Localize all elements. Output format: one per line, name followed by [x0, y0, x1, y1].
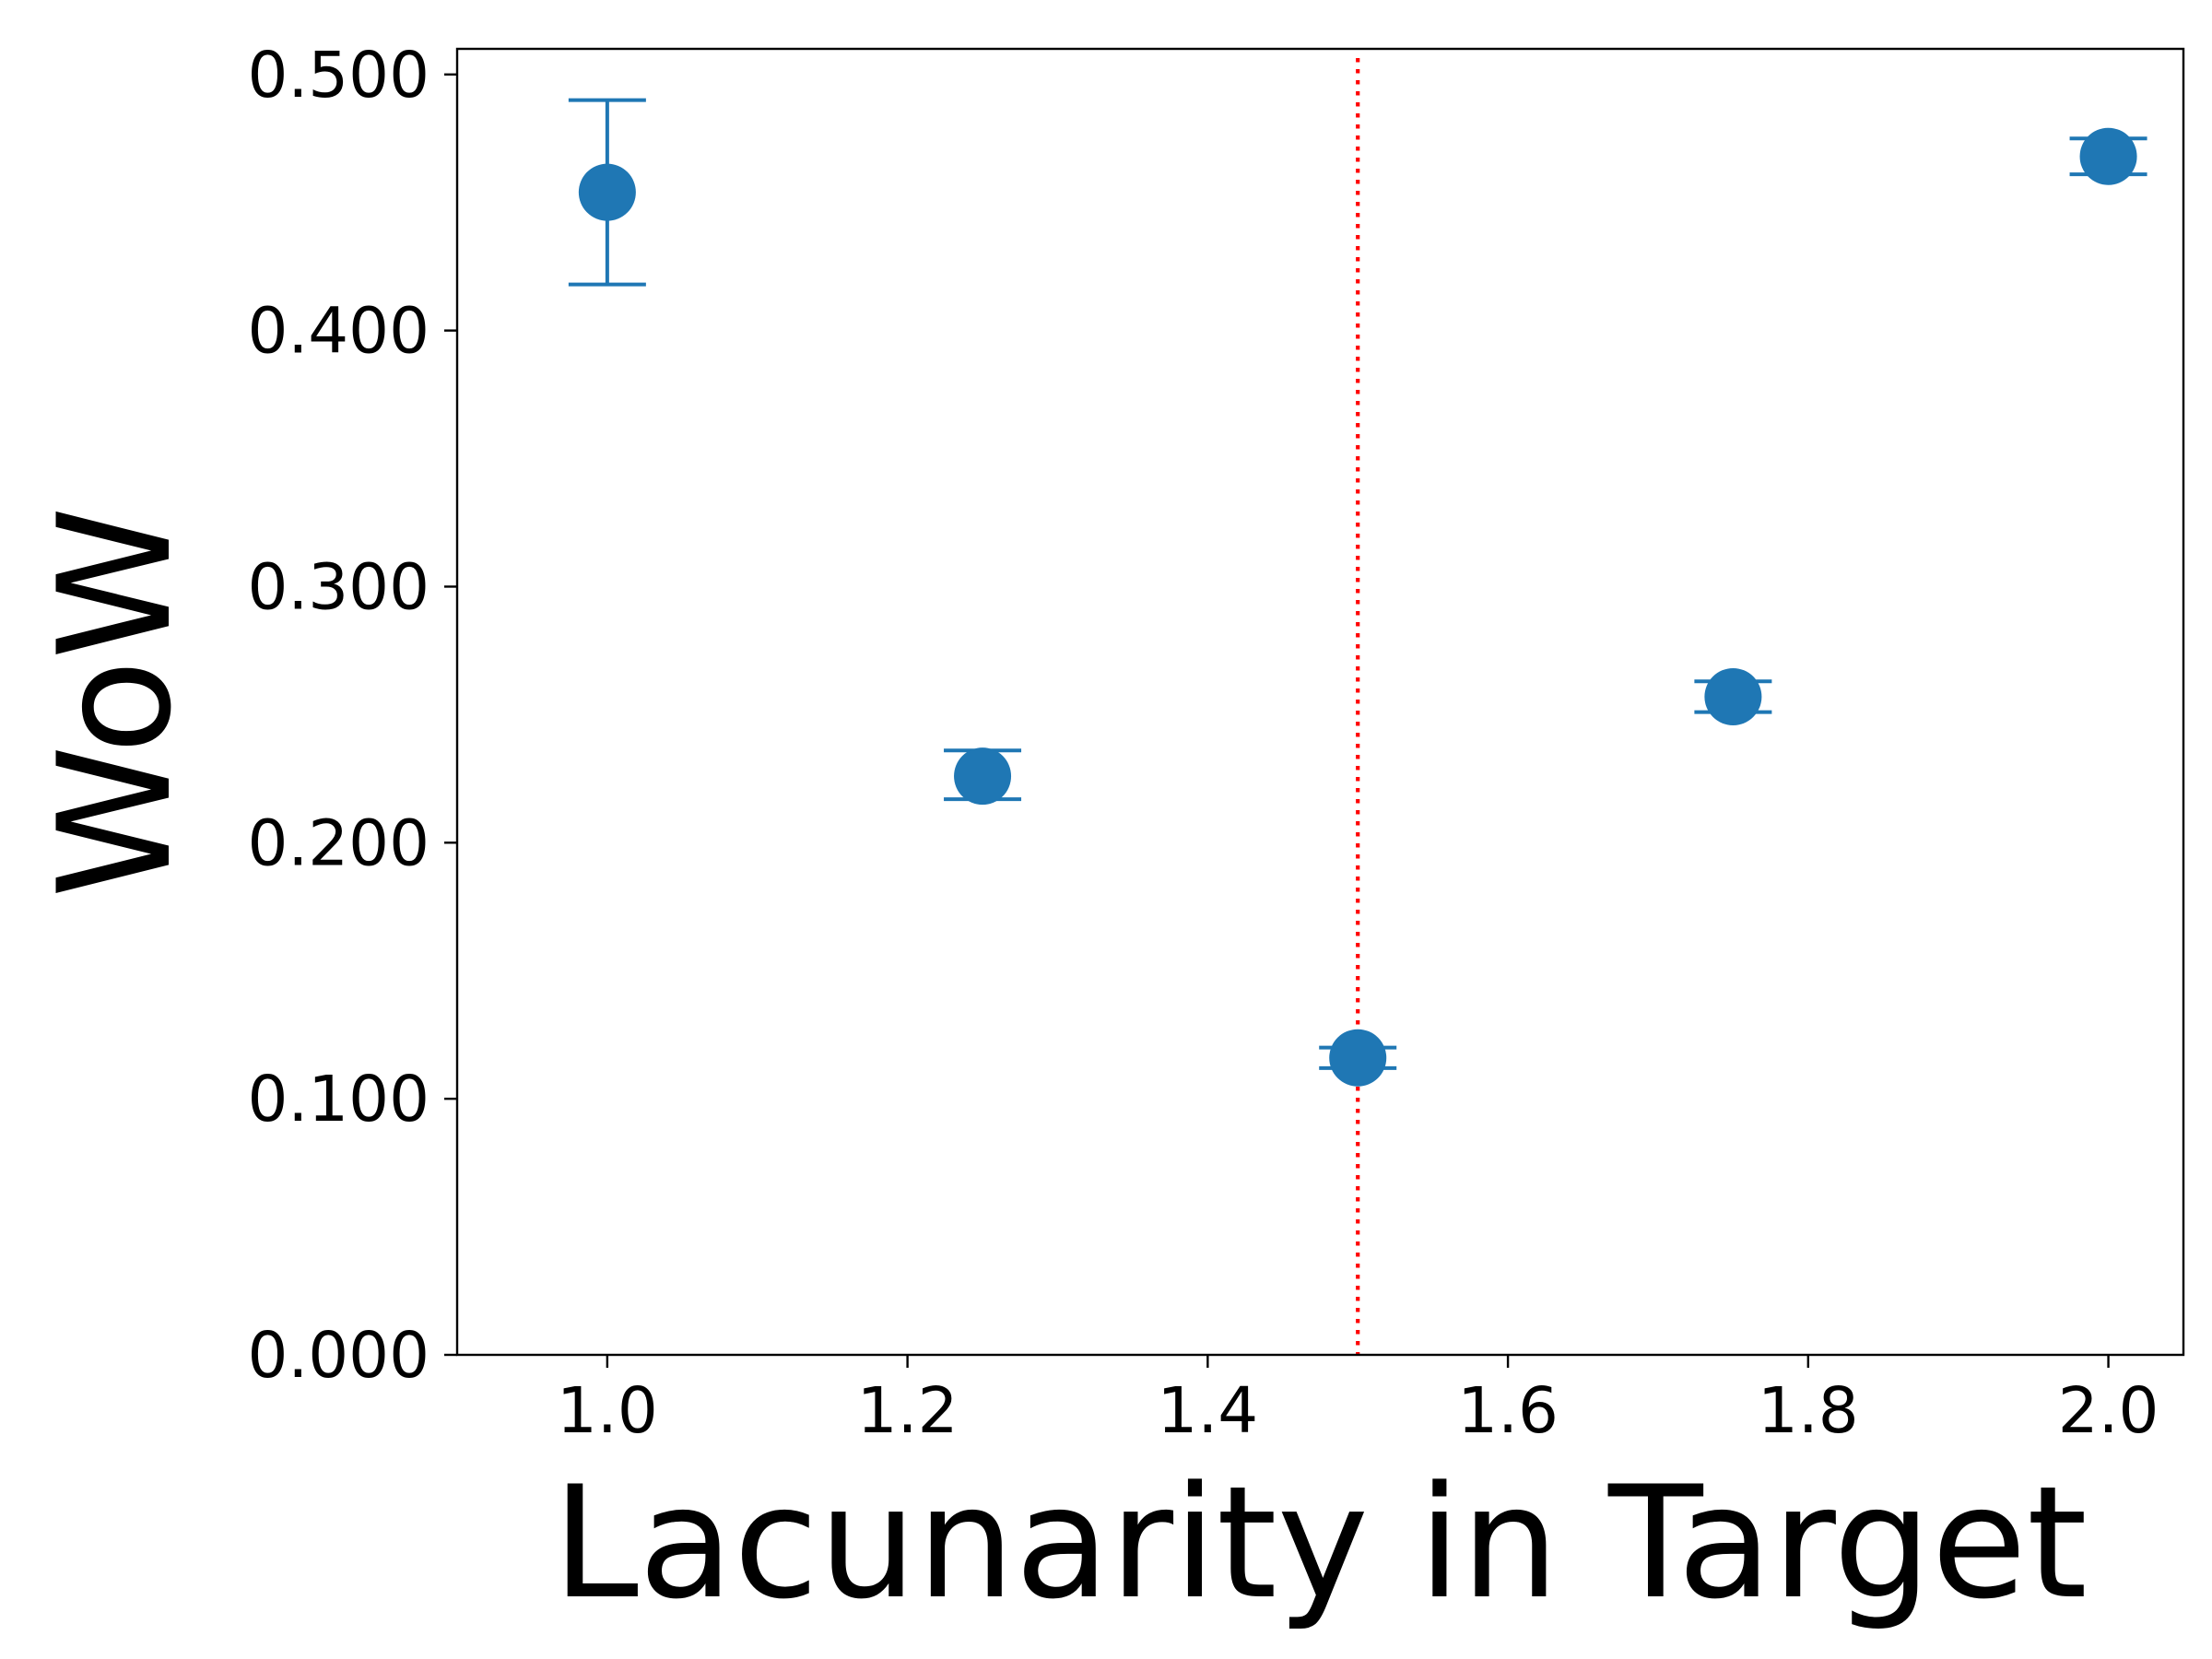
data-point	[1704, 667, 1762, 725]
plot-area	[568, 58, 2147, 1355]
y-tick-label: 0.200	[247, 806, 429, 880]
x-tick-label: 1.6	[1457, 1374, 1559, 1448]
plot-frame	[455, 47, 2185, 1357]
y-tick-label: 0.000	[247, 1319, 429, 1393]
x-axis-ticks: 1.0 1.2 1.4 1.6 1.8 2.0	[557, 1355, 2159, 1448]
y-axis-ticks: 0.000 0.100 0.200 0.300 0.400 0.500	[247, 39, 457, 1393]
x-tick-label: 1.0	[557, 1374, 658, 1448]
y-tick-label: 0.500	[247, 39, 429, 112]
x-tick-label: 1.2	[857, 1374, 959, 1448]
y-axis-label: WoW	[25, 506, 206, 898]
x-tick-label: 2.0	[2058, 1374, 2159, 1448]
data-point	[1329, 1029, 1387, 1087]
y-tick-label: 0.400	[247, 295, 429, 369]
data-point	[578, 163, 636, 221]
y-tick-label: 0.100	[247, 1063, 429, 1136]
x-tick-label: 1.4	[1157, 1374, 1258, 1448]
x-axis-label: Lacunarity in Target	[552, 1453, 2088, 1633]
x-tick-label: 1.8	[1758, 1374, 1859, 1448]
data-point	[2079, 127, 2137, 185]
data-point	[954, 747, 1012, 806]
y-tick-label: 0.300	[247, 550, 429, 624]
